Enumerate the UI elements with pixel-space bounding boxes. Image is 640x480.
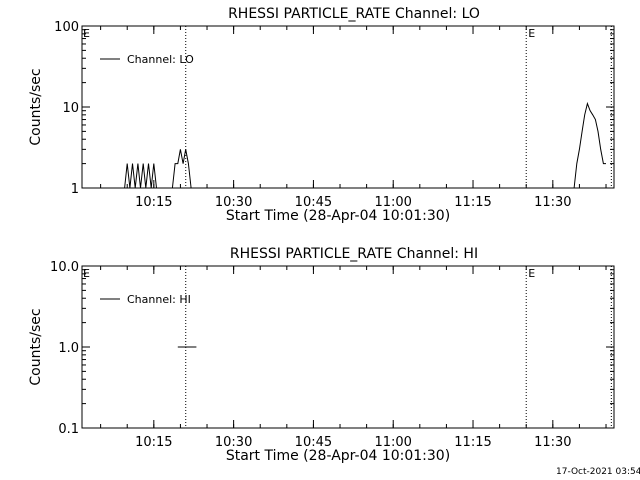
- x-axis-label: Start Time (28-Apr-04 10:01:30): [226, 448, 450, 464]
- x-tick-label: 11:00: [374, 435, 411, 450]
- event-marker-label: E: [528, 27, 535, 40]
- x-tick-label: 10:30: [215, 195, 252, 210]
- y-tick-label: 10: [62, 101, 79, 116]
- corner-marker-label: E: [83, 27, 90, 40]
- x-tick-label: 11:00: [374, 195, 411, 210]
- chart-title-2: RHESSI PARTICLE_RATE Channel: HI: [230, 246, 478, 262]
- x-tick-label: 10:30: [215, 435, 252, 450]
- y-tick-label: 0.1: [58, 422, 79, 437]
- x-tick-label: 11:15: [454, 435, 491, 450]
- series-line: [124, 149, 192, 189]
- x-axis-label: Start Time (28-Apr-04 10:01:30): [226, 208, 450, 224]
- x-tick-label: 11:15: [454, 195, 491, 210]
- chart-title-1: RHESSI PARTICLE_RATE Channel: LO: [228, 6, 480, 22]
- legend-label: Channel: HI: [127, 293, 191, 306]
- legend-label: Channel: LO: [127, 53, 194, 66]
- y-axis-label: Counts/sec: [28, 68, 44, 145]
- x-tick-label: 10:45: [295, 435, 332, 450]
- y-tick-label: 1.0: [58, 341, 79, 356]
- y-tick-label: 100: [54, 20, 79, 35]
- event-marker-label: E: [528, 267, 535, 280]
- plot-frame-1: [81, 25, 615, 189]
- x-tick-label: 10:15: [135, 435, 172, 450]
- x-tick-label: 10:45: [295, 195, 332, 210]
- corner-marker-label: E: [83, 267, 90, 280]
- y-tick-label: 10.0: [50, 260, 79, 275]
- x-tick-label: 11:30: [534, 435, 571, 450]
- y-axis-label: Counts/sec: [28, 308, 44, 385]
- plot-frame-2: [81, 265, 615, 429]
- series-line: [573, 101, 606, 189]
- x-tick-label: 10:15: [135, 195, 172, 210]
- y-tick-label: 1: [71, 182, 79, 197]
- x-tick-label: 11:30: [534, 195, 571, 210]
